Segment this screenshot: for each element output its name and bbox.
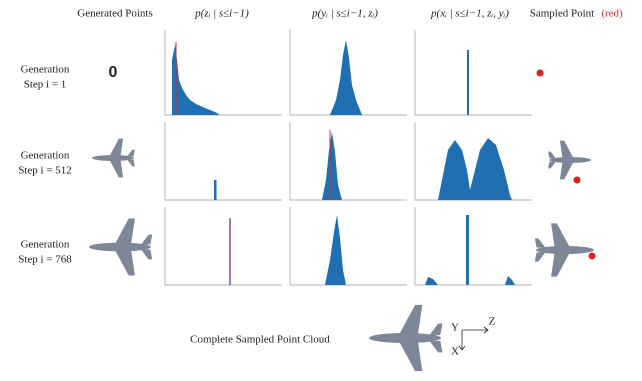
axis-label: Y [451, 322, 459, 334]
histogram [172, 40, 469, 115]
histogram [230, 215, 515, 285]
first-point: 0 [109, 64, 118, 81]
col-header: Generated Points [77, 8, 152, 20]
histogram [214, 130, 512, 200]
col-header: Sampled Point [530, 8, 594, 20]
row-label: Step i = 1 [24, 79, 67, 91]
axis-label: X [451, 346, 459, 358]
point-cloud [92, 139, 135, 178]
axes-icon [459, 327, 488, 350]
figure: Generated Points p(zᵢ | s≤i−1) p(yᵢ | s≤… [0, 0, 642, 381]
sampled-point [589, 253, 596, 260]
row-label: Generation [21, 150, 70, 162]
axis-label: Z [489, 316, 496, 328]
row-label: Generation [21, 64, 70, 76]
point-cloud [548, 141, 591, 180]
row-label: Generation [21, 239, 70, 251]
sampled-point [537, 70, 544, 77]
col-header: p(yᵢ | s≤i−1, zᵢ) [311, 8, 378, 20]
point-cloud [89, 218, 152, 275]
caption: Complete Sampled Point Cloud [190, 334, 330, 346]
col-header: p(zᵢ | s≤i−1) [194, 8, 249, 20]
sampled-point [574, 177, 581, 184]
row-label: Step i = 512 [18, 165, 72, 177]
col-header: p(xᵢ | s≤i−1, zᵢ, yᵢ) [430, 8, 509, 20]
col-header-note: (red) [601, 8, 623, 20]
row-label: Step i = 768 [18, 254, 72, 266]
point-cloud [369, 305, 442, 371]
point-cloud [535, 223, 594, 276]
